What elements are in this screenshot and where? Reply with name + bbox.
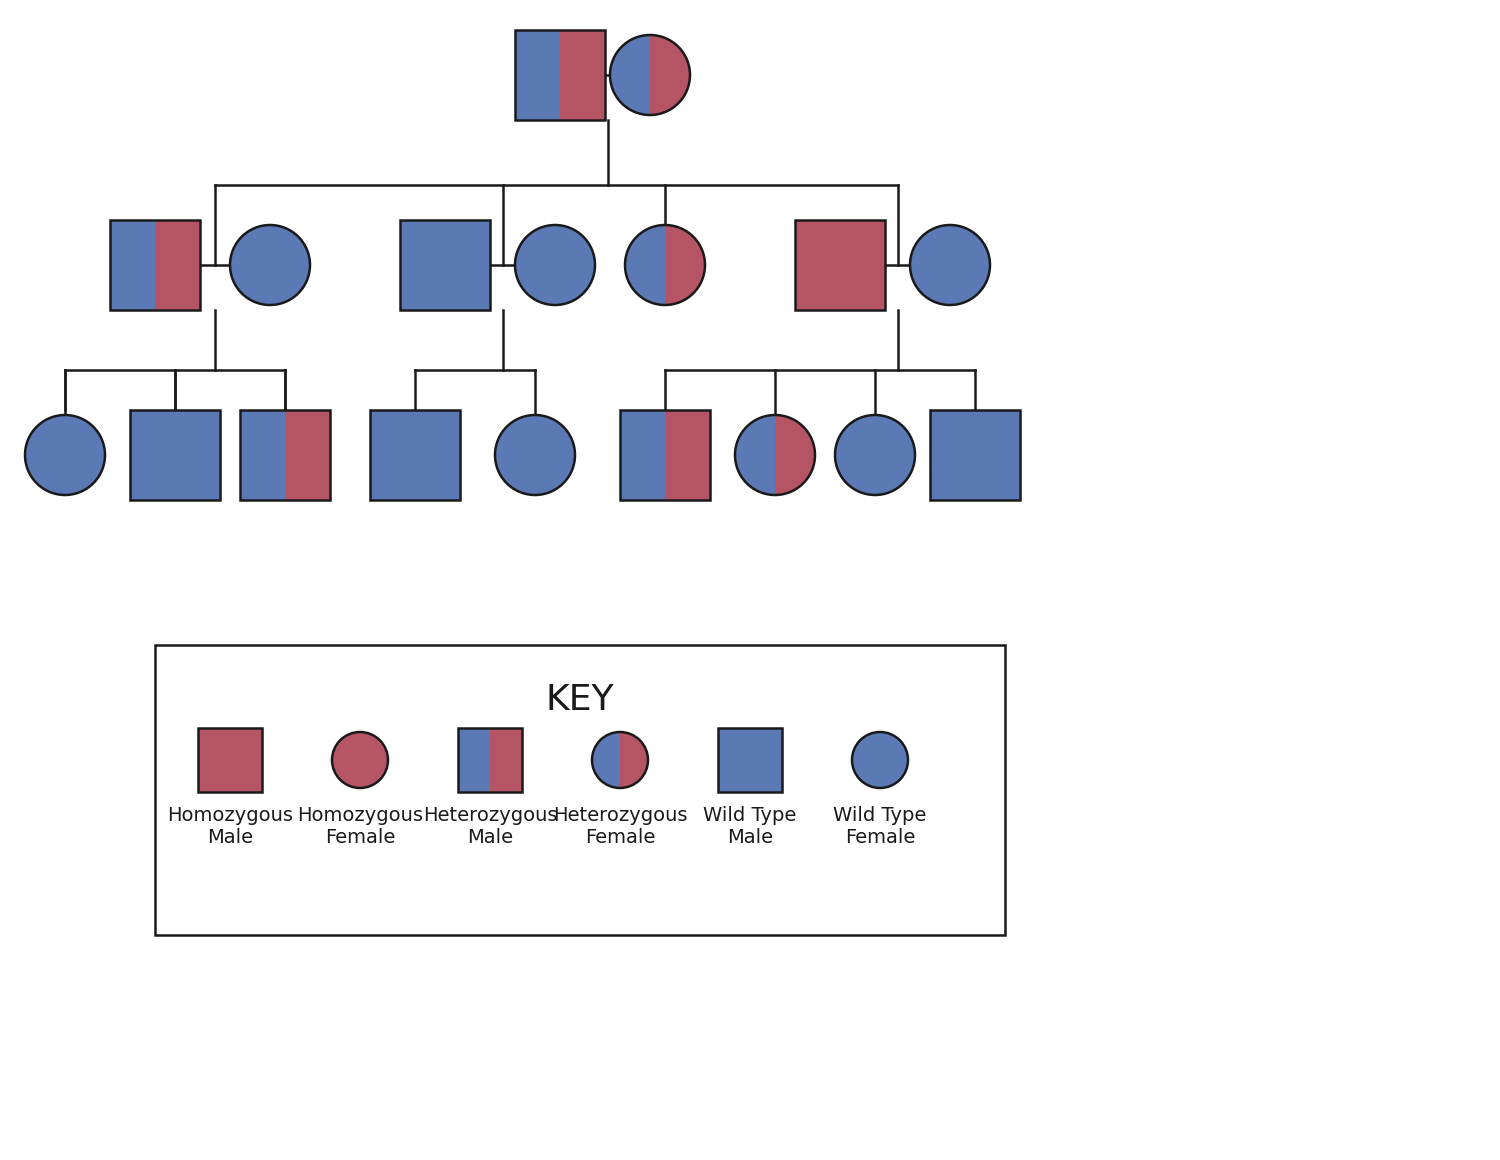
FancyBboxPatch shape: [110, 220, 154, 310]
Circle shape: [514, 225, 596, 305]
Wedge shape: [664, 225, 705, 305]
FancyBboxPatch shape: [154, 645, 1005, 935]
FancyBboxPatch shape: [130, 409, 220, 500]
Text: Heterozygous
Male: Heterozygous Male: [423, 806, 558, 847]
Circle shape: [836, 415, 915, 495]
FancyBboxPatch shape: [795, 220, 885, 310]
FancyBboxPatch shape: [664, 409, 710, 500]
Wedge shape: [776, 415, 814, 495]
Text: Wild Type
Male: Wild Type Male: [704, 806, 797, 847]
Text: Homozygous
Female: Homozygous Female: [297, 806, 423, 847]
FancyBboxPatch shape: [490, 728, 522, 792]
Circle shape: [230, 225, 310, 305]
Wedge shape: [592, 732, 619, 788]
Wedge shape: [626, 225, 664, 305]
Circle shape: [495, 415, 574, 495]
FancyBboxPatch shape: [560, 30, 604, 119]
Wedge shape: [650, 35, 690, 115]
Text: Wild Type
Female: Wild Type Female: [834, 806, 927, 847]
Text: Heterozygous
Female: Heterozygous Female: [552, 806, 687, 847]
Wedge shape: [610, 35, 650, 115]
FancyBboxPatch shape: [370, 409, 460, 500]
FancyBboxPatch shape: [620, 409, 664, 500]
FancyBboxPatch shape: [514, 30, 560, 119]
Wedge shape: [620, 732, 648, 788]
FancyBboxPatch shape: [718, 728, 782, 792]
Circle shape: [852, 732, 907, 788]
FancyBboxPatch shape: [458, 728, 490, 792]
Text: KEY: KEY: [546, 683, 615, 717]
Wedge shape: [735, 415, 776, 495]
FancyBboxPatch shape: [154, 220, 200, 310]
Circle shape: [332, 732, 388, 788]
Circle shape: [910, 225, 990, 305]
FancyBboxPatch shape: [198, 728, 262, 792]
Text: Homozygous
Male: Homozygous Male: [166, 806, 292, 847]
FancyBboxPatch shape: [930, 409, 1020, 500]
FancyBboxPatch shape: [285, 409, 330, 500]
FancyBboxPatch shape: [240, 409, 285, 500]
Circle shape: [26, 415, 105, 495]
FancyBboxPatch shape: [400, 220, 490, 310]
